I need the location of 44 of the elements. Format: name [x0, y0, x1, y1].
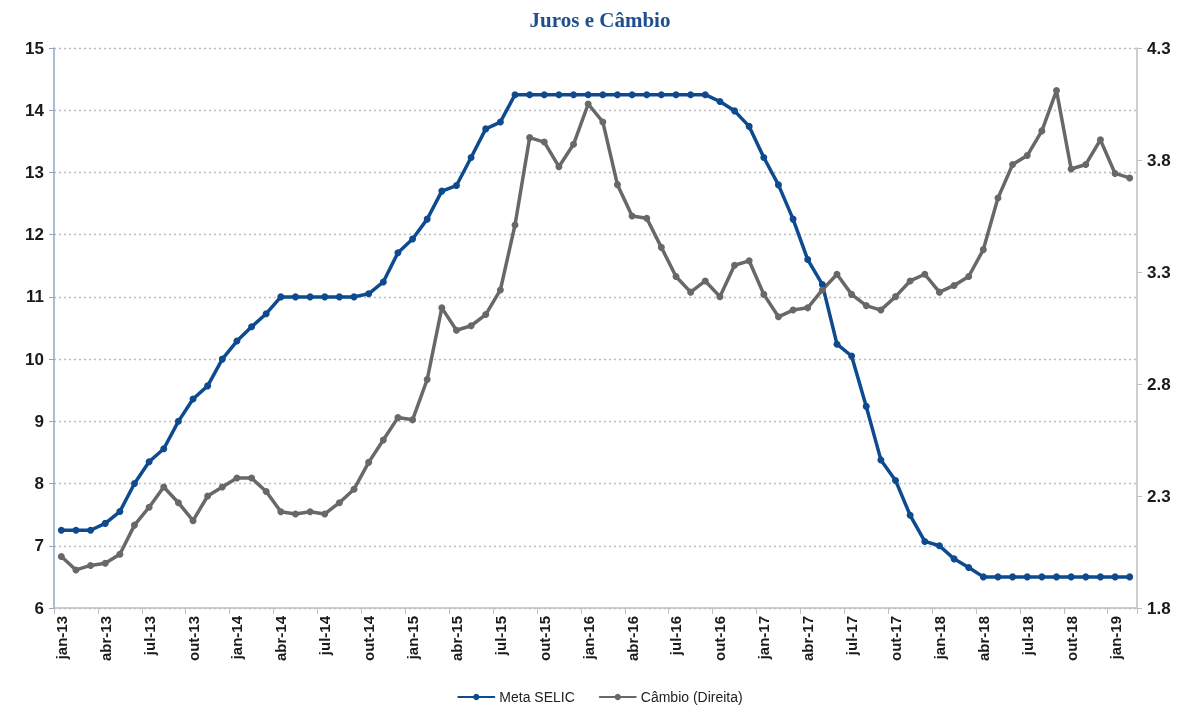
- x-tick-label: out-17: [887, 616, 905, 661]
- y2-tick-label: 2.8: [1147, 374, 1171, 394]
- x-tick-label: jan-13: [52, 616, 70, 661]
- x-tick-label: abr-15: [447, 616, 465, 662]
- x-tick-label: abr-13: [96, 616, 114, 662]
- y2-tick-label: 4.3: [1147, 38, 1171, 58]
- y-tick-label: 8: [34, 474, 44, 494]
- y2-tick-label: 3.8: [1147, 150, 1171, 170]
- x-tick-label: out-14: [360, 615, 378, 661]
- x-tick-label: jan-19: [1106, 616, 1124, 661]
- chart-title: Juros e Câmbio: [529, 7, 671, 32]
- y2-tick-label: 1.8: [1147, 598, 1171, 618]
- y-tick-label: 13: [25, 162, 44, 182]
- x-tick-label: out-18: [1062, 616, 1080, 661]
- y-tick-label: 6: [34, 598, 44, 618]
- y-tick-label: 10: [25, 349, 44, 369]
- legend-label: Meta SELIC: [499, 689, 575, 705]
- x-tick-label: jul-14: [316, 615, 334, 657]
- x-tick-label: jan-17: [755, 616, 773, 661]
- x-tick-label: jan-15: [404, 616, 422, 661]
- legend-label: Câmbio (Direita): [640, 689, 743, 705]
- x-tick-label: jan-14: [228, 615, 246, 661]
- x-tick-label: out-16: [711, 616, 729, 661]
- x-tick-label: abr-14: [272, 615, 290, 662]
- x-tick-label: abr-17: [799, 616, 817, 662]
- y2-tick-label: 2.3: [1147, 486, 1171, 506]
- y-tick-label: 14: [25, 100, 45, 120]
- x-tick-label: jul-15: [491, 616, 509, 657]
- x-tick-label: out-15: [535, 616, 553, 661]
- y-tick-label: 11: [26, 287, 44, 307]
- y-tick-label: 15: [25, 38, 44, 58]
- x-tick-label: abr-18: [974, 616, 992, 662]
- x-tick-label: jan-16: [579, 616, 597, 661]
- x-tick-label: out-13: [184, 616, 202, 661]
- y-tick-label: 9: [34, 411, 44, 431]
- x-tick-label: jul-17: [843, 616, 861, 657]
- x-tick-label: jul-16: [667, 616, 685, 657]
- x-tick-label: abr-16: [623, 616, 641, 662]
- y2-tick-label: 3.3: [1147, 262, 1171, 282]
- x-tick-label: jul-18: [1018, 616, 1036, 657]
- x-tick-label: jan-18: [930, 616, 948, 661]
- y-tick-label: 12: [25, 225, 44, 245]
- x-tick-label: jul-13: [140, 616, 158, 657]
- y-tick-label: 7: [34, 536, 44, 556]
